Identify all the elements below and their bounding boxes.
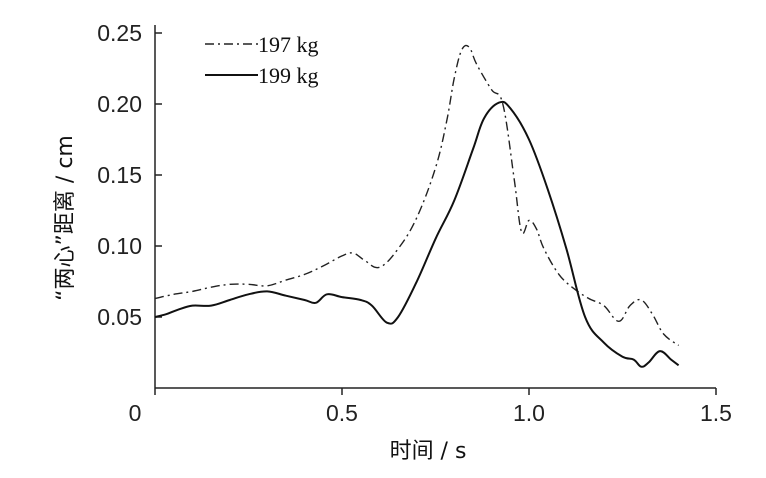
legend: 197 kg 199 kg xyxy=(205,32,319,88)
legend-label: 199 kg xyxy=(258,63,319,88)
legend-label: 197 kg xyxy=(258,32,319,57)
x-tick-label: 0.5 xyxy=(326,400,358,426)
x-axis-label: 时间 / s xyxy=(390,439,467,464)
y-ticks: 0.05 0.10 0.15 0.20 0.25 xyxy=(97,20,162,330)
x-tick-label: 0 xyxy=(129,400,142,426)
series-line-2 xyxy=(154,100,680,368)
y-tick-label: 0.15 xyxy=(97,162,142,188)
series-line-1 xyxy=(154,44,680,346)
axes: 0 0.5 1.0 1.5 0.05 0.10 0.15 0.20 0.25 xyxy=(97,20,732,426)
y-tick-label: 0.10 xyxy=(97,233,142,259)
y-tick-label: 0.25 xyxy=(97,20,142,46)
y-tick-label: 0.05 xyxy=(97,304,142,330)
y-tick-label: 0.20 xyxy=(97,91,142,117)
x-tick-label: 1.5 xyxy=(700,400,732,426)
series-layer xyxy=(154,44,680,368)
x-tick-label: 1.0 xyxy=(513,400,545,426)
y-axis-label: “两心”距离 / cm xyxy=(53,135,78,301)
x-ticks: 0 0.5 1.0 1.5 xyxy=(129,388,732,426)
